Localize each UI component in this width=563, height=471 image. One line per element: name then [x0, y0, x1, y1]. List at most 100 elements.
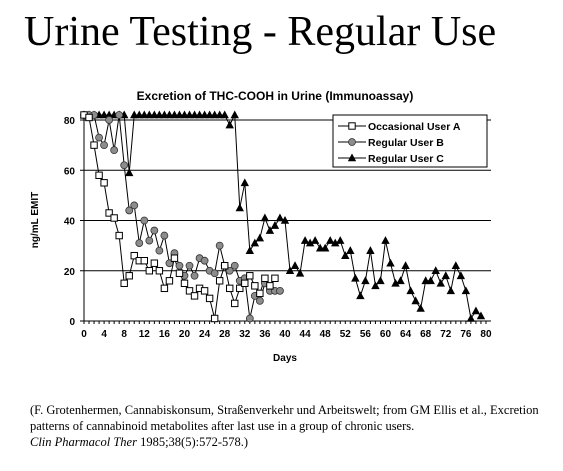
x-tick-label: 48 — [320, 329, 332, 340]
data-point-s2 — [185, 261, 194, 270]
data-point-s3 — [310, 236, 320, 244]
x-tick-label: 24 — [199, 329, 211, 340]
data-point-s1 — [185, 287, 194, 295]
data-point-s2 — [140, 216, 149, 225]
x-tick-label: 52 — [340, 329, 352, 340]
y-axis-label: ng/mL EMIT — [30, 192, 41, 248]
data-point-s3 — [225, 120, 234, 129]
data-point-s3 — [406, 286, 415, 295]
data-point-s3 — [346, 246, 355, 254]
data-point-s3 — [401, 261, 410, 270]
data-point-s1 — [140, 257, 148, 265]
data-point-s1 — [85, 113, 93, 122]
data-point-s3 — [326, 236, 335, 244]
data-point-s2 — [105, 116, 114, 124]
data-point-s2 — [200, 256, 209, 265]
data-point-s3 — [341, 251, 350, 259]
data-point-s2 — [120, 161, 129, 170]
legend-label: Regular User B — [368, 137, 444, 149]
data-point-s3 — [466, 313, 476, 322]
data-point-s2 — [130, 201, 139, 210]
legend-label: Occasional User A — [368, 121, 461, 133]
x-tick-label: 28 — [219, 329, 231, 340]
data-point-s3 — [381, 236, 390, 244]
data-point-s2 — [135, 239, 144, 248]
data-point-s3 — [411, 296, 420, 305]
x-tick-label: 8 — [121, 329, 127, 340]
data-point-s3 — [245, 246, 255, 254]
data-point-s2 — [210, 269, 219, 278]
data-point-s2 — [175, 261, 184, 270]
data-point-s3 — [220, 110, 229, 119]
data-point-s3 — [436, 278, 445, 287]
data-point-s2 — [215, 241, 224, 250]
x-tick-label: 56 — [360, 329, 372, 340]
data-point-s1 — [100, 179, 108, 187]
data-point-s3 — [265, 226, 275, 234]
data-point-s3 — [376, 276, 385, 285]
data-point-s3 — [336, 236, 345, 244]
data-point-s3 — [305, 238, 315, 247]
x-tick-label: 4 — [101, 329, 107, 340]
data-point-s1 — [210, 314, 219, 323]
x-tick-label: 16 — [159, 329, 171, 340]
data-point-s3 — [416, 303, 425, 312]
data-point-s3 — [300, 236, 310, 244]
x-tick-label: 12 — [139, 329, 151, 340]
data-point-s2 — [255, 296, 264, 305]
citation-ref: 1985;38(5):572-578.) — [136, 435, 249, 449]
data-point-s3 — [461, 286, 471, 295]
y-tick-label: 80 — [64, 116, 76, 127]
data-point-s3 — [331, 238, 340, 247]
data-point-s1 — [215, 277, 224, 285]
legend-label: Regular User C — [368, 153, 444, 165]
x-tick-label: 60 — [380, 329, 392, 340]
citation-text: (F. Grotenhermen, Cannabiskonsum, Straße… — [30, 403, 539, 433]
data-point-s2 — [95, 133, 103, 142]
data-point-s3 — [471, 306, 481, 315]
data-point-s1 — [205, 294, 214, 303]
legend-marker — [348, 122, 356, 130]
y-tick-label: 60 — [64, 166, 76, 177]
chart-title: Excretion of THC-COOH in Urine (Immunoas… — [137, 89, 414, 103]
data-point-s1 — [145, 267, 154, 275]
citation: (F. Grotenhermen, Cannabiskonsum, Straße… — [30, 402, 548, 450]
data-point-s1 — [220, 262, 229, 270]
data-point-s1 — [175, 269, 184, 277]
x-tick-label: 40 — [279, 329, 291, 340]
data-point-s1 — [256, 289, 264, 298]
x-tick-label: 80 — [480, 329, 492, 340]
data-point-s1 — [180, 279, 189, 288]
data-point-s1 — [160, 284, 169, 293]
data-point-s3 — [456, 271, 466, 280]
data-point-s3 — [255, 233, 265, 242]
data-point-s1 — [150, 259, 159, 267]
data-point-s3 — [230, 110, 239, 119]
citation-journal: Clin Pharmacol Ther — [30, 435, 137, 449]
data-point-s3 — [270, 221, 280, 229]
data-point-s3 — [441, 271, 450, 280]
data-point-s3 — [356, 291, 365, 300]
slide-title: Urine Testing - Regular Use — [24, 9, 497, 55]
data-point-s1 — [110, 214, 118, 222]
data-point-s3 — [260, 213, 270, 222]
data-point-s3 — [275, 213, 285, 222]
data-point-s1 — [261, 274, 269, 282]
data-point-s3 — [285, 266, 295, 275]
data-point-s2 — [190, 271, 199, 280]
data-point-s1 — [165, 277, 174, 285]
data-point-s1 — [271, 274, 279, 282]
data-point-s3 — [426, 276, 435, 285]
data-point-s3 — [280, 216, 290, 224]
data-point-s2 — [125, 206, 134, 215]
data-point-s2 — [100, 141, 108, 150]
y-tick-label: 20 — [64, 267, 76, 278]
data-point-s1 — [125, 272, 133, 280]
legend: Occasional User A Regular User B Regular U… — [332, 114, 488, 168]
data-point-s3 — [240, 178, 249, 187]
data-point-s3 — [235, 203, 244, 212]
x-tick-label: 76 — [460, 329, 472, 340]
chart: Excretion of THC-COOH in Urine (Immunoas… — [30, 89, 492, 364]
data-point-s2 — [230, 261, 239, 270]
